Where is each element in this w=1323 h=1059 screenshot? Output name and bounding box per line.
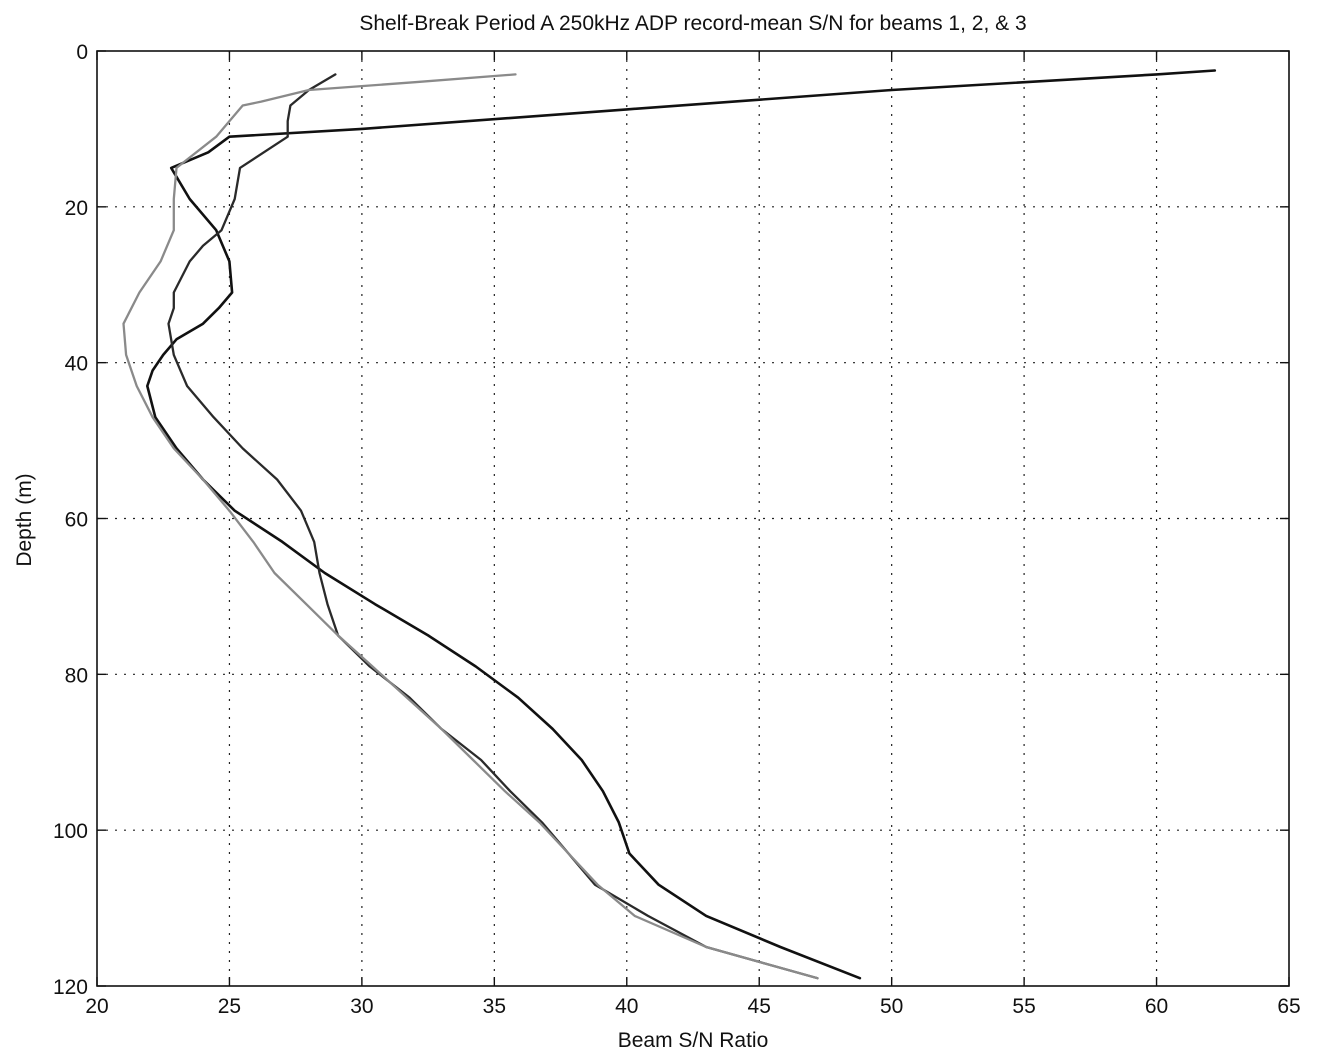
x-tick-label: 55	[1012, 995, 1035, 1018]
y-tick-label: 80	[65, 664, 88, 687]
y-tick-label: 120	[53, 976, 88, 999]
series-line-1	[146, 69, 1217, 980]
y-tick-label: 60	[65, 509, 88, 532]
series-layer	[122, 69, 1217, 980]
x-tick-label: 60	[1145, 995, 1168, 1018]
x-tick-label: 45	[748, 995, 771, 1018]
x-tick-label: 50	[880, 995, 903, 1018]
y-tick-label: 0	[76, 41, 88, 64]
chart-title: Shelf-Break Period A 250kHz ADP record-m…	[359, 12, 1026, 35]
y-tick-label: 40	[65, 353, 88, 376]
grid	[97, 51, 1289, 986]
x-tick-label: 35	[483, 995, 506, 1018]
y-axis-label: Depth (m)	[13, 473, 36, 566]
x-tick-label: 65	[1277, 995, 1300, 1018]
series-line-3	[122, 73, 819, 980]
x-tick-label: 40	[615, 995, 638, 1018]
x-tick-label: 30	[350, 995, 373, 1018]
y-tick-label: 100	[53, 820, 88, 843]
x-tick-label: 25	[218, 995, 241, 1018]
y-tick-label: 20	[65, 197, 88, 220]
x-axis-label: Beam S/N Ratio	[618, 1029, 769, 1052]
series-line-2	[167, 73, 819, 980]
ticks: 20 25 30 35 40 45 50 55 60 65 0 20 40 60 80 100 120	[53, 41, 1301, 1018]
x-tick-label: 20	[85, 995, 108, 1018]
